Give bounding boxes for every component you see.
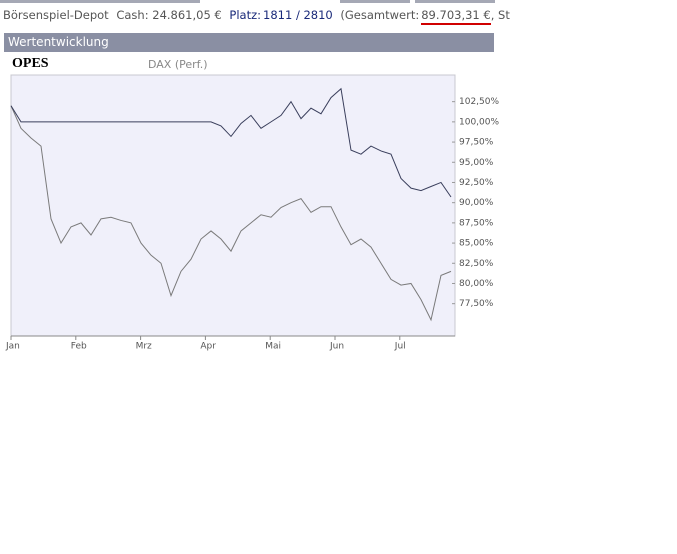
- series-line: [10, 105, 452, 322]
- y-tick-label: 90,00%: [459, 198, 494, 208]
- tab: [415, 0, 495, 3]
- x-tick-label: Mai: [265, 342, 281, 352]
- rest: , St: [490, 8, 510, 22]
- y-tick-label: 80,00%: [459, 279, 494, 289]
- y-tick-label: 77,50%: [459, 299, 494, 309]
- y-tick-label: 87,50%: [459, 218, 494, 228]
- y-tick-label: 100,00%: [459, 117, 499, 127]
- depot-header: Börsenspiel-Depot Cash: 24.861,05 € Plat…: [3, 8, 514, 25]
- legend-label: DAX (Perf.): [148, 58, 208, 71]
- x-tick-label: Apr: [200, 342, 216, 352]
- plot-area: [10, 74, 456, 337]
- y-tick-label: 97,50%: [459, 138, 494, 148]
- y-tick-label: 92,50%: [459, 178, 494, 188]
- y-tick-label: 95,00%: [459, 158, 494, 168]
- gesamt: 89.703,31 €: [421, 8, 491, 25]
- cash: Cash: 24.861,05 €: [116, 8, 222, 22]
- x-tick-label: Mrz: [136, 342, 152, 352]
- x-tick-label: Feb: [71, 342, 87, 352]
- legend-label: OPES: [12, 56, 49, 71]
- x-tick-label: Jul: [394, 342, 406, 352]
- depot: Börsenspiel-Depot: [3, 8, 109, 22]
- tab: [340, 0, 410, 3]
- platz-label: Platz:: [229, 8, 262, 22]
- x-tick-label: Jan: [5, 342, 20, 352]
- platz: 1811 / 2810: [263, 8, 333, 22]
- y-tick-label: 102,50%: [459, 97, 499, 107]
- panel-title: Wertentwicklung: [4, 33, 494, 52]
- y-tick-label: 85,00%: [459, 239, 494, 249]
- gesamt-label: (Gesamtwert:: [340, 8, 420, 22]
- tab: [0, 0, 200, 3]
- series-line: [10, 87, 452, 198]
- y-tick-label: 82,50%: [459, 259, 494, 269]
- x-tick-label: Jun: [329, 342, 344, 352]
